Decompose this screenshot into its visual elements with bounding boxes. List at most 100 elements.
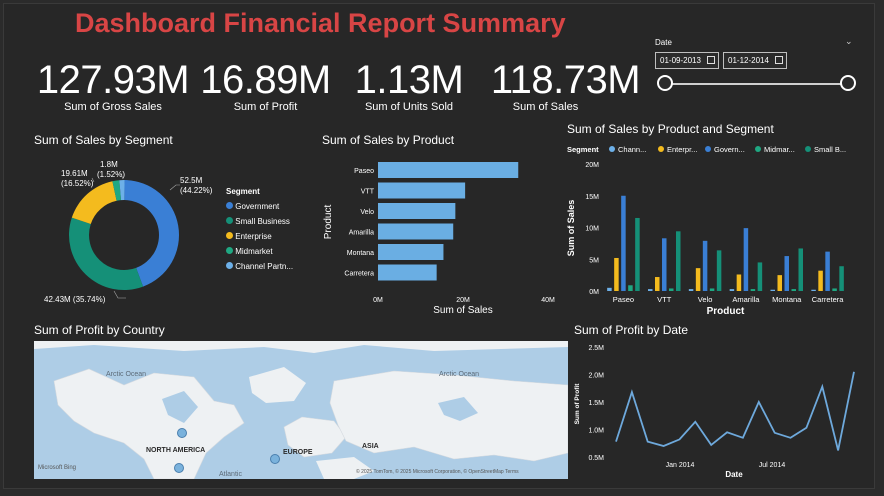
column-bar[interactable]	[709, 288, 715, 291]
column-bar[interactable]	[743, 228, 749, 291]
date-slider-start-handle[interactable]	[657, 75, 673, 91]
legend-item-channel-partners[interactable]: Channel Partn...	[226, 262, 293, 271]
chevron-down-icon[interactable]: ⌄	[845, 36, 853, 46]
kpi-units-sold[interactable]: 1.13M Sum of Units Sold	[348, 58, 470, 113]
legend-item-government[interactable]: Government	[226, 202, 293, 211]
map-label-asia: ASIA	[362, 443, 379, 450]
segment-donut-chart[interactable]: 52.5M(44.22%) 42.43M (35.74%) 19.61M(16.52…	[30, 152, 310, 312]
profit-by-country-map[interactable]: Arctic Ocean Arctic Ocean NORTH AMERICA …	[34, 341, 568, 479]
map-label-europe: EUROPE	[283, 449, 313, 456]
column-bar[interactable]	[770, 289, 776, 291]
map-bubble[interactable]	[177, 428, 187, 438]
product-tick-label: Carretera	[344, 271, 374, 278]
legend-item-small-business[interactable]: Small Business	[226, 217, 293, 226]
x-tick-label: Paseo	[613, 295, 634, 304]
x-axis-title: Date	[725, 470, 743, 479]
legend-label: Midmar...	[764, 145, 795, 154]
legend-title: Segment	[567, 145, 599, 154]
product-bar[interactable]	[378, 162, 519, 178]
kpi-gross-sales[interactable]: 127.93M Sum of Gross Sales	[33, 58, 193, 113]
column-bar[interactable]	[818, 270, 823, 291]
column-bar[interactable]	[621, 195, 626, 291]
date-end-input[interactable]: 01-12-2014	[723, 52, 787, 69]
kpi-label: Sum of Units Sold	[364, 101, 454, 113]
product-bar[interactable]	[378, 264, 437, 281]
kpi-value: 118.73M	[490, 58, 641, 102]
column-bar[interactable]	[811, 289, 816, 291]
column-bar[interactable]	[832, 288, 837, 291]
date-range-slider[interactable]	[665, 83, 848, 85]
map-bubble[interactable]	[270, 454, 280, 464]
profit-date-chart-title: Sum of Profit by Date	[574, 323, 689, 337]
y-tick-label: 5M	[589, 257, 599, 264]
profit-line[interactable]	[615, 371, 855, 451]
product-bar[interactable]	[378, 244, 444, 260]
donut-slice[interactable]	[112, 180, 122, 201]
bing-logo: Microsoft Bing	[38, 465, 77, 471]
column-bar[interactable]	[798, 248, 804, 291]
product-bar-chart[interactable]: Paseo VTT Velo Amarilla Montana Carretera 0M 20…	[318, 152, 563, 317]
column-bar[interactable]	[614, 257, 619, 291]
column-bar[interactable]	[628, 285, 633, 291]
column-bar[interactable]	[635, 217, 640, 291]
date-start-value: 01-09-2013	[660, 56, 701, 65]
column-bar[interactable]	[716, 250, 722, 291]
kpi-label: Sum of Sales	[512, 101, 579, 113]
column-bar[interactable]	[839, 266, 844, 291]
date-slider-end-handle[interactable]	[840, 75, 856, 91]
legend-item-enterprise[interactable]: Enterprise	[226, 232, 293, 241]
column-bar[interactable]	[607, 287, 612, 291]
column-bar[interactable]	[736, 274, 742, 291]
x-tick-label: VTT	[657, 295, 672, 304]
column-bar[interactable]	[729, 289, 735, 291]
y-tick-label: 0M	[589, 289, 599, 296]
donut-slice[interactable]	[71, 181, 117, 224]
column-bar[interactable]	[648, 289, 653, 291]
kpi-sales[interactable]: 118.73M Sum of Sales	[488, 58, 643, 113]
page-title: Dashboard Financial Report Summary	[75, 8, 566, 38]
x-tick-label: Amarilla	[732, 295, 760, 304]
column-bar[interactable]	[688, 289, 694, 291]
product-segment-chart-title: Sum of Sales by Product and Segment	[567, 122, 774, 136]
column-bar[interactable]	[791, 289, 797, 291]
column-bar[interactable]	[757, 262, 763, 291]
legend-title: Segment	[226, 187, 260, 196]
product-bar[interactable]	[378, 182, 466, 199]
product-bar[interactable]	[378, 223, 454, 240]
calendar-icon[interactable]	[707, 56, 715, 64]
column-bar[interactable]	[702, 240, 708, 291]
column-bar[interactable]	[655, 277, 660, 291]
map-bubble[interactable]	[174, 463, 184, 473]
column-bar[interactable]	[750, 289, 756, 291]
legend-label: Government	[235, 202, 280, 211]
kpi-profit[interactable]: 16.89M Sum of Profit	[198, 58, 333, 113]
product-tick-label: Amarilla	[349, 230, 374, 237]
profit-by-date-line-chart[interactable]: 0.5M 1.0M 1.5M 2.0M 2.5M Jan 2014 Jul 2014 Date…	[570, 340, 870, 480]
x-axis-title: Product	[707, 306, 745, 317]
column-bar[interactable]	[777, 275, 783, 291]
legend-label: Chann...	[618, 145, 646, 154]
product-tick-label: Velo	[360, 209, 374, 216]
y-tick-label: 2.5M	[588, 345, 604, 352]
product-bar[interactable]	[378, 203, 456, 219]
donut-label: (16.52%)	[61, 179, 94, 188]
donut-label: 1.8M	[100, 160, 118, 169]
donut-slice[interactable]	[119, 180, 125, 201]
product-segment-column-chart[interactable]: Segment Chann... Enterpr... Govern... Midmar…	[563, 140, 868, 320]
column-bar[interactable]	[784, 256, 790, 291]
date-start-input[interactable]: 01-09-2013	[655, 52, 719, 69]
donut-slice[interactable]	[69, 217, 144, 290]
leader-line	[169, 184, 180, 191]
map-attribution[interactable]: © 2025 TomTom, © 2025 Microsoft Corporat…	[356, 469, 519, 475]
legend-item-midmarket[interactable]: Midmarket	[226, 247, 293, 256]
calendar-icon[interactable]	[775, 56, 783, 64]
donut-slice[interactable]	[124, 180, 180, 287]
column-bar[interactable]	[662, 238, 667, 291]
column-bar[interactable]	[676, 231, 681, 291]
column-bar[interactable]	[695, 268, 701, 291]
donut-label: 19.61M	[61, 169, 88, 178]
kpi-label: Sum of Gross Sales	[64, 101, 162, 113]
donut-label: (44.22%)	[180, 186, 213, 195]
column-bar[interactable]	[825, 251, 830, 291]
column-bar[interactable]	[669, 288, 674, 291]
